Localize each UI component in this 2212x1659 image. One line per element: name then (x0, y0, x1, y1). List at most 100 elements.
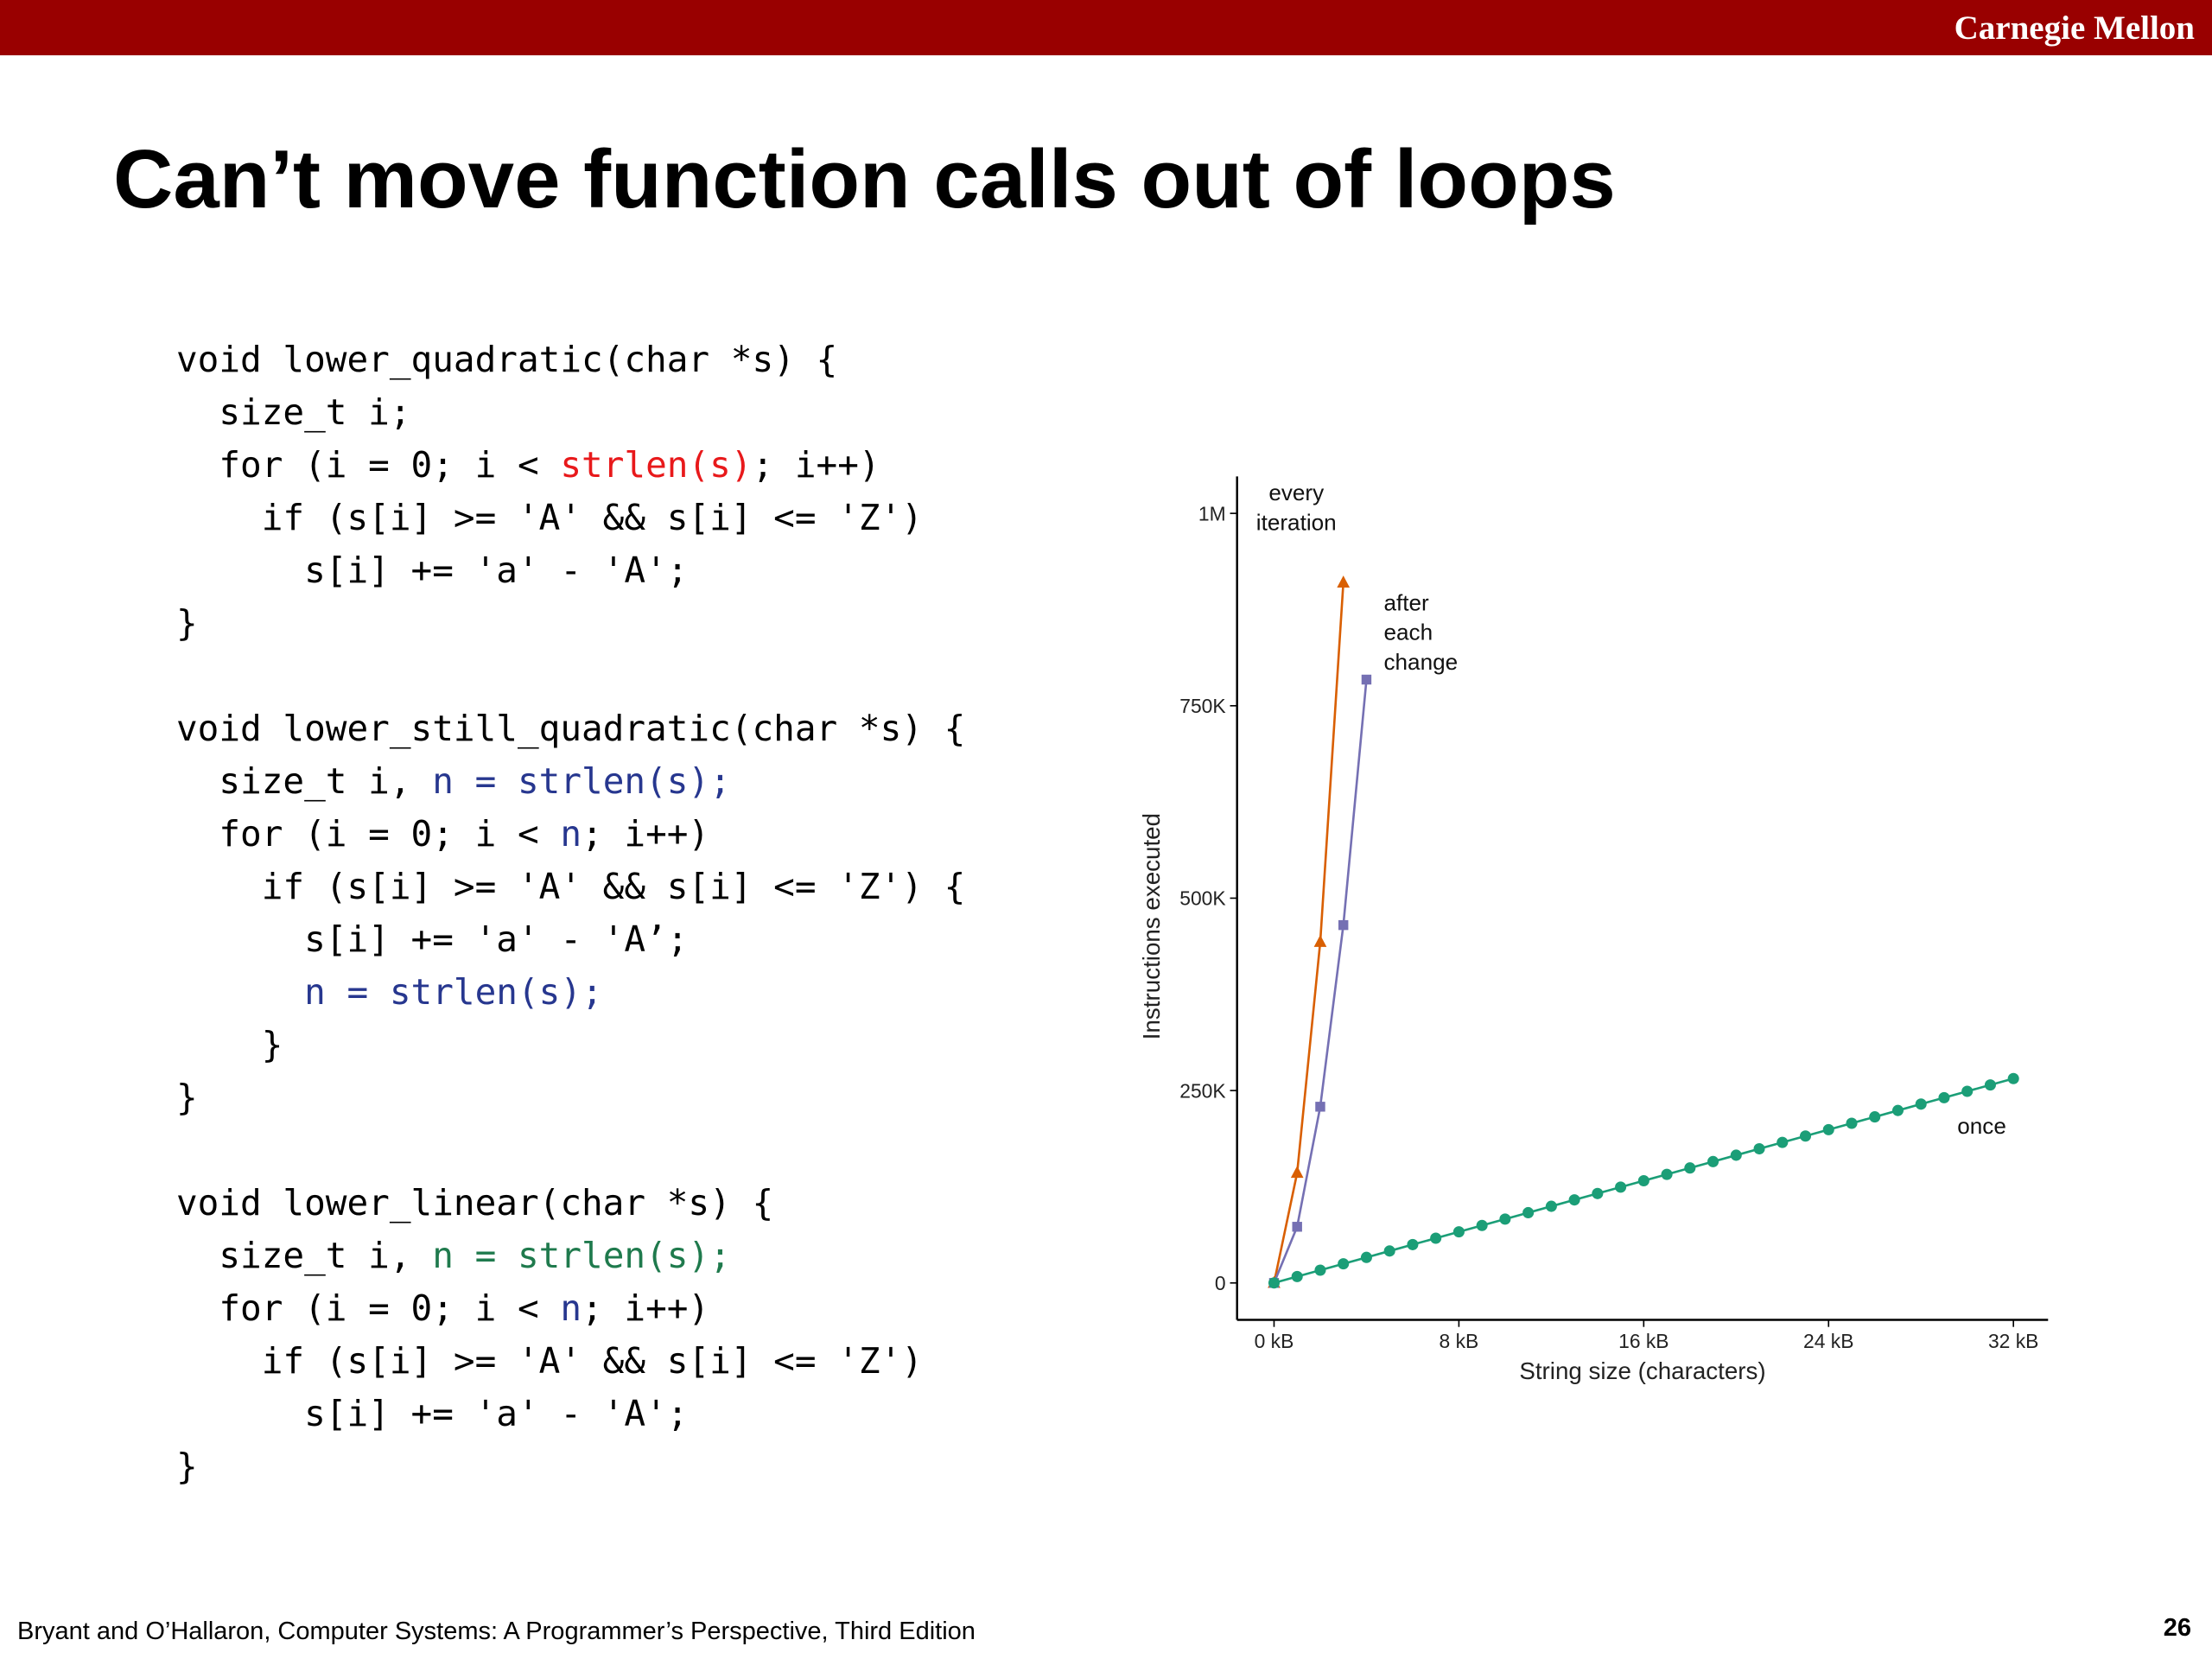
marker (1361, 674, 1372, 685)
marker (1338, 919, 1349, 931)
code-line: n = strlen(s); (176, 966, 965, 1019)
code-text: void lower_quadratic(char *s) { (176, 339, 838, 380)
marker (1707, 1155, 1719, 1167)
series-label-box: after each change (1383, 592, 1459, 676)
code-line: size_t i, n = strlen(s); (176, 755, 965, 808)
x-tick-label: 32 kB (1988, 1330, 2038, 1352)
code-text: s[i] += 'a' - 'A'; (176, 550, 689, 591)
code-line: } (176, 1071, 965, 1124)
code-highlight: strlen(s) (560, 444, 753, 486)
marker (1730, 1149, 1742, 1161)
code-line: for (i = 0; i < n; i++) (176, 1282, 965, 1335)
marker (1291, 1270, 1303, 1282)
code-line: void lower_quadratic(char *s) { (176, 334, 965, 386)
marker (1684, 1162, 1696, 1174)
code-line: for (i = 0; i < n; i++) (176, 808, 965, 861)
code-text: void lower_linear(char *s) { (176, 1182, 774, 1224)
plot-area (1268, 575, 2019, 1289)
series-label: after each change (1383, 592, 1459, 676)
marker (1846, 1117, 1858, 1129)
code-text: s[i] += 'a' - 'A’; (176, 918, 689, 960)
header-bar: Carnegie Mellon (0, 0, 2212, 55)
marker (1338, 1258, 1350, 1270)
code-text: if (s[i] >= 'A' && s[i] <= 'Z') (176, 1340, 923, 1382)
code-line: if (s[i] >= 'A' && s[i] <= 'Z') (176, 1335, 965, 1388)
code-line: if (s[i] >= 'A' && s[i] <= 'Z') { (176, 861, 966, 913)
code-line: s[i] += 'a' - 'A’; (176, 913, 965, 966)
series-label-box: once (1957, 1116, 2006, 1140)
code-text: } (176, 1024, 283, 1065)
x-tick-label: 8 kB (1440, 1330, 1479, 1352)
marker (1637, 1174, 1649, 1187)
y-axis-label: Instructions executed (1138, 813, 1165, 1039)
code-text: void lower_still_quadratic(char *s) { (176, 708, 966, 749)
code-text: for (i = 0; i < (176, 1287, 561, 1329)
marker (1430, 1232, 1442, 1244)
code-block: void lower_still_quadratic(char *s) { si… (176, 702, 965, 1124)
series-label: every iteration (1255, 481, 1337, 536)
marker (1915, 1098, 1927, 1110)
code-line: size_t i; (176, 386, 965, 439)
code-text: if (s[i] >= 'A' && s[i] <= 'Z') { (176, 866, 966, 907)
y-tick-label: 250K (1179, 1079, 1225, 1102)
marker (1869, 1111, 1881, 1123)
code-highlight: n = strlen(s); (304, 971, 603, 1013)
marker (1799, 1130, 1812, 1142)
y-tick-label: 1M (1198, 502, 1226, 524)
brand: Carnegie Mellon (1954, 10, 2195, 47)
marker (1891, 1104, 1904, 1116)
code-line: } (176, 1019, 965, 1071)
code-line: if (s[i] >= 'A' && s[i] <= 'Z') (176, 492, 965, 544)
code-text (176, 971, 304, 1013)
code-line: size_t i, n = strlen(s); (176, 1230, 965, 1282)
citation: Bryant and O’Hallaron, Computer Systems:… (17, 1618, 976, 1645)
marker (1615, 1181, 1627, 1193)
x-tick-label: 24 kB (1803, 1330, 1853, 1352)
marker (1337, 575, 1351, 588)
code-text: s[i] += 'a' - 'A'; (176, 1393, 689, 1434)
code-block: void lower_linear(char *s) { size_t i, n… (176, 1177, 965, 1493)
code-text: } (176, 602, 198, 644)
code-text: ; i++) (582, 813, 710, 855)
code-line: void lower_still_quadratic(char *s) { (176, 702, 965, 755)
marker (1499, 1213, 1511, 1225)
marker (2007, 1072, 2019, 1084)
y-tick-label: 500K (1179, 887, 1225, 910)
marker (1292, 1222, 1302, 1232)
code-text: size_t i, (176, 760, 433, 802)
code-text: ; i++) (752, 444, 880, 486)
marker (1984, 1079, 1996, 1091)
marker (1476, 1219, 1488, 1231)
marker (1961, 1085, 1974, 1097)
marker (1452, 1226, 1465, 1238)
code-highlight: n (560, 1287, 582, 1329)
code-line: } (176, 1440, 965, 1493)
code-block: void lower_quadratic(char *s) { size_t i… (176, 334, 965, 650)
marker (1313, 935, 1327, 947)
marker (1568, 1194, 1580, 1206)
page-number: 26 (2163, 1614, 2191, 1642)
code-highlight: n (560, 813, 582, 855)
marker (1522, 1206, 1535, 1218)
code: void lower_quadratic(char *s) { size_t i… (176, 334, 965, 1546)
code-line: } (176, 597, 965, 650)
marker (1661, 1168, 1673, 1180)
code-text: for (i = 0; i < (176, 813, 561, 855)
marker (1407, 1238, 1419, 1250)
marker (1268, 1277, 1281, 1289)
y-tick-label: 750K (1179, 695, 1225, 717)
x-tick-label: 0 kB (1255, 1330, 1294, 1352)
marker (1822, 1123, 1834, 1135)
marker (1777, 1136, 1789, 1148)
marker (1592, 1187, 1604, 1199)
marker (1315, 1102, 1325, 1112)
marker (1753, 1143, 1765, 1155)
marker (1360, 1251, 1372, 1263)
series-label-box: every iteration (1255, 481, 1337, 536)
marker (1545, 1200, 1557, 1212)
marker (1290, 1166, 1304, 1179)
code-text: } (176, 1077, 198, 1118)
code-text: ; i++) (582, 1287, 710, 1329)
x-axis-label: String size (characters) (1519, 1357, 1765, 1384)
